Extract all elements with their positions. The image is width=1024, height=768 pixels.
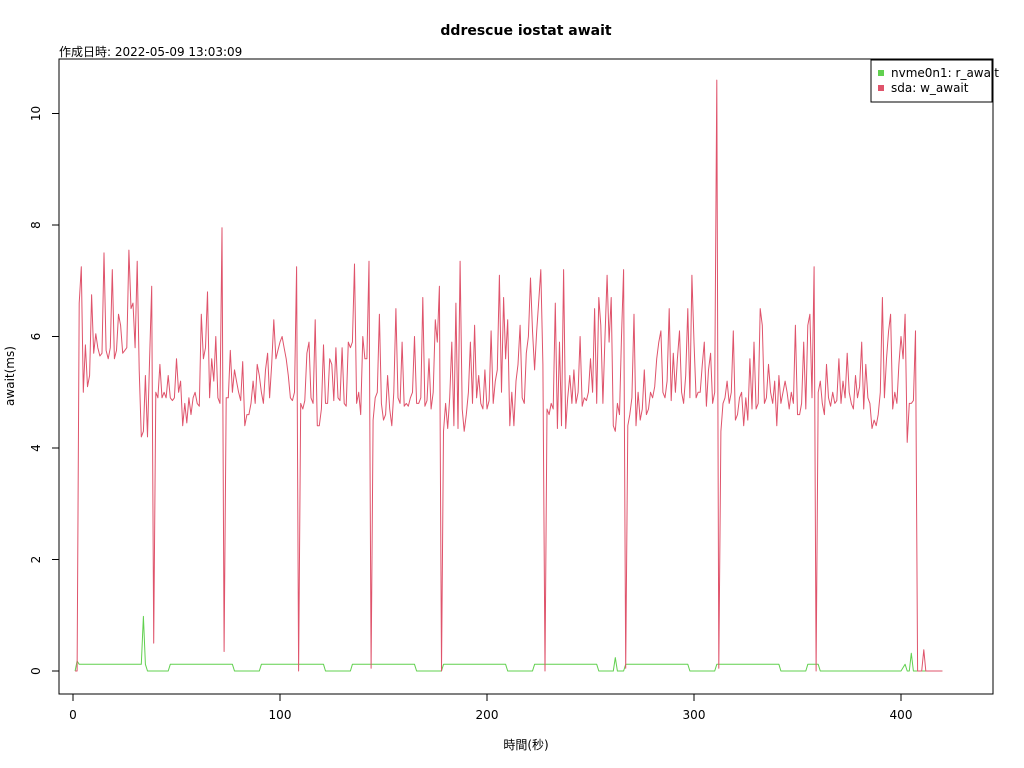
y-tick-label: 10 xyxy=(29,106,43,121)
legend: nvme0n1: r_await sda: w_await xyxy=(870,59,999,103)
x-tick-label: 400 xyxy=(890,708,913,722)
x-tick-label: 200 xyxy=(476,708,499,722)
legend-swatch-sda xyxy=(878,85,884,91)
x-tick-label: 100 xyxy=(269,708,292,722)
y-tick-label: 0 xyxy=(29,667,43,675)
series-line-sda-w-await xyxy=(75,79,943,672)
legend-box xyxy=(870,59,993,103)
y-tick-label: 8 xyxy=(29,221,43,229)
y-axis: 0 2 4 6 8 10 xyxy=(29,106,60,675)
series-layer xyxy=(74,79,943,672)
legend-swatch-nvme xyxy=(878,70,884,76)
x-axis-label: 時間(秒) xyxy=(503,738,548,752)
y-tick-label: 4 xyxy=(29,444,43,452)
legend-label-sda: sda: w_await xyxy=(891,81,969,95)
y-tick-label: 6 xyxy=(29,333,43,341)
y-axis-label: await(ms) xyxy=(3,346,17,406)
plot-frame xyxy=(58,58,994,695)
y-tick-label: 2 xyxy=(29,556,43,564)
legend-label-nvme: nvme0n1: r_await xyxy=(891,66,999,80)
series-line-nvme0n1-r-await xyxy=(74,615,943,672)
chart-subtitle: 作成日時: 2022-05-09 13:03:09 xyxy=(59,45,242,59)
x-tick-label: 0 xyxy=(69,708,77,722)
chart-title: ddrescue iostat await xyxy=(440,23,611,39)
x-axis: 0 100 200 300 400 xyxy=(69,693,913,722)
x-tick-label: 300 xyxy=(683,708,706,722)
